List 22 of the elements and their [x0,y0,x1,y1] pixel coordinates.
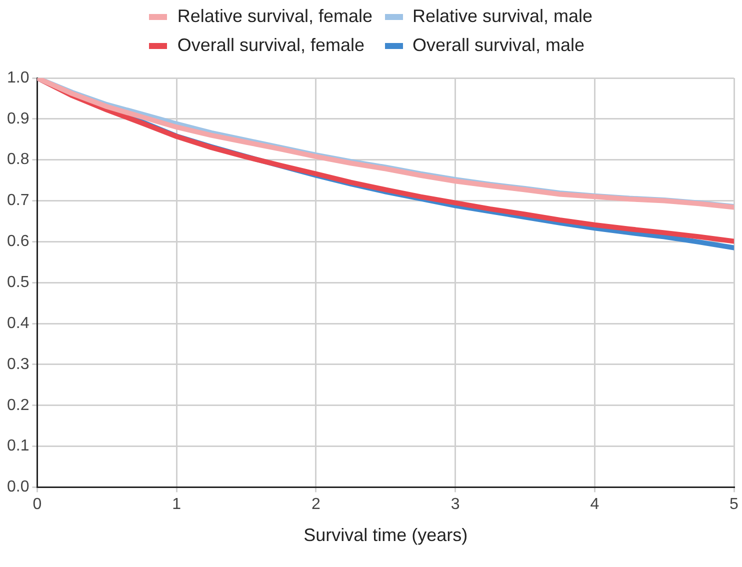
y-tick-label: 0.2 [6,396,30,414]
legend-label: Relative survival, male [412,6,593,27]
x-tick-label: 3 [450,496,460,514]
x-axis-title: Survival time (years) [304,525,468,546]
y-tick-label: 0.4 [6,314,30,332]
legend-label: Overall survival, male [412,35,585,56]
legend-label: Relative survival, female [177,6,372,27]
legend-label: Overall survival, female [177,35,364,56]
y-tick-label: 0.3 [6,356,30,373]
y-tick-label: 0.6 [6,233,30,250]
x-tick-label: 2 [311,496,320,514]
x-tick-label: 4 [590,496,600,514]
y-tick-label: 0.8 [6,151,30,168]
x-tick-label: 1 [172,496,182,514]
y-tick-label: 1.0 [6,69,30,86]
y-tick-label: 0.7 [6,192,30,210]
x-tick-label: 5 [730,496,739,514]
y-tick-label: 0.1 [6,438,30,455]
y-tick-label: 0.0 [6,478,30,496]
y-tick-label: 0.9 [6,110,30,128]
x-tick-label: 0 [32,496,42,514]
y-tick-label: 0.5 [6,274,30,292]
